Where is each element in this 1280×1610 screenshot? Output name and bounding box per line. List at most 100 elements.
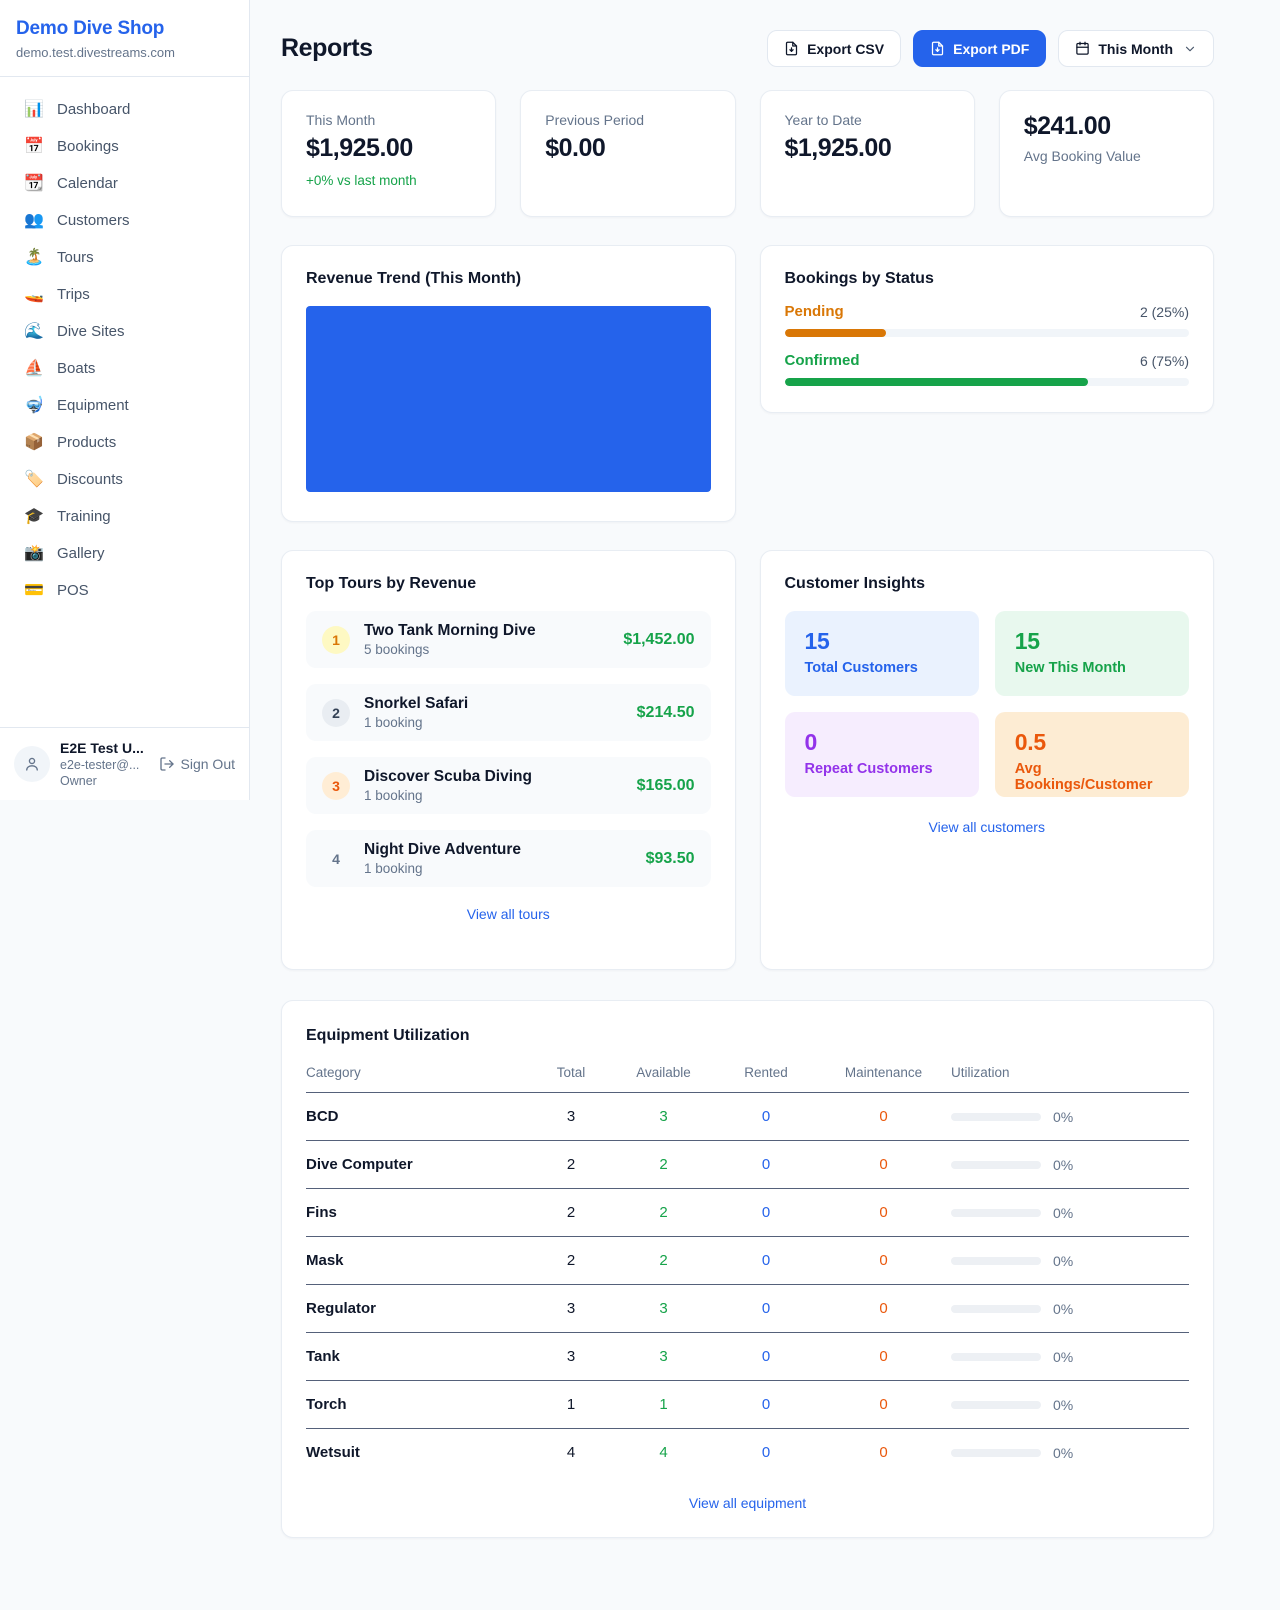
- tile-value: 0.5: [1014, 729, 1046, 755]
- sign-out-icon: [159, 757, 174, 771]
- insight-tile-total-customers: 15 Total Customers: [784, 611, 979, 696]
- equipment-utilization-cell: 0%: [951, 1429, 1189, 1477]
- sidebar-item-label: Dive Sites: [57, 323, 125, 340]
- equipment-utilization-card: Equipment Utilization Category Total Avail…: [281, 1000, 1214, 1538]
- equipment-utilization-cell: 0%: [951, 1284, 1189, 1333]
- sidebar-item-label: Customers: [57, 212, 130, 229]
- sidebar-item-customers[interactable]: 👥 Customers: [12, 202, 237, 239]
- sidebar-item-training[interactable]: 🎓 Training: [12, 498, 237, 535]
- tours-list: 1 Two Tank Morning Dive 5 bookings $1,452.0…: [306, 611, 711, 887]
- period-dropdown[interactable]: This Month: [1058, 30, 1214, 67]
- tour-row-two-tank-morning-dive[interactable]: 1 Two Tank Morning Dive 5 bookings $1,452.0…: [306, 611, 711, 668]
- equipment-available: 3: [611, 1092, 716, 1141]
- sidebar-nav: 📊 Dashboard 📅 Bookings 📆 Calendar 👥 Customers 🏝️…: [0, 77, 249, 727]
- column-header-rented: Rented: [716, 1065, 816, 1093]
- equipment-total: 2: [531, 1140, 611, 1189]
- tour-row-snorkel-safari[interactable]: 2 Snorkel Safari 1 booking $214.50: [306, 684, 711, 741]
- equipment-available: 1: [611, 1380, 716, 1429]
- equipment-category: BCD: [306, 1092, 531, 1141]
- status-line: Confirmed 6 (75%): [785, 352, 1190, 369]
- tour-bookings: 5 bookings: [364, 642, 430, 657]
- equipment-rented: 0: [716, 1188, 816, 1237]
- table-row: Wetsuit 4 4 0 0 0%: [306, 1429, 1189, 1477]
- graduation-cap-icon: 🎓: [24, 507, 44, 525]
- rank-badge: 4: [332, 850, 340, 867]
- table-row: Regulator 3 3 0 0 0%: [306, 1284, 1189, 1333]
- sidebar-item-pos[interactable]: 💳 POS: [12, 572, 237, 609]
- column-header-available: Available: [611, 1065, 716, 1093]
- package-icon: 📦: [24, 433, 44, 451]
- camera-icon: 📸: [24, 544, 44, 562]
- sidebar-item-boats[interactable]: ⛵ Boats: [12, 350, 237, 387]
- tile-label: New This Month: [1014, 660, 1126, 676]
- people-icon: 👥: [24, 211, 44, 229]
- column-header-maintenance: Maintenance: [816, 1065, 951, 1093]
- header-actions: Export CSV Export PDF This Month: [767, 30, 1214, 67]
- equipment-maintenance: 0: [816, 1236, 951, 1285]
- bar-chart-icon: 📊: [24, 100, 44, 118]
- table-row: Tank 3 3 0 0 0%: [306, 1332, 1189, 1381]
- sidebar-item-label: Calendar: [57, 175, 118, 192]
- sidebar-item-discounts[interactable]: 🏷️ Discounts: [12, 461, 237, 498]
- rank-badge: 3: [322, 771, 350, 800]
- avatar: [14, 746, 50, 782]
- rank-badge: 2: [322, 698, 350, 727]
- tour-bookings: 1 booking: [364, 788, 423, 803]
- sidebar-item-calendar[interactable]: 📆 Calendar: [12, 165, 237, 202]
- sign-out-button[interactable]: Sign Out: [159, 756, 235, 772]
- view-all-tours-link[interactable]: View all tours: [466, 906, 550, 922]
- view-all-equipment-link[interactable]: View all equipment: [688, 1495, 807, 1511]
- utilization-bar-track: [951, 1352, 1041, 1361]
- chevron-down-icon: [1185, 46, 1195, 51]
- sidebar-item-dive-sites[interactable]: 🌊 Dive Sites: [12, 313, 237, 350]
- insight-tile-new-this-month: 15 New This Month: [994, 611, 1189, 696]
- customer-insights-card: Customer Insights 15 Total Customers 15 New…: [759, 550, 1214, 970]
- sidebar-item-gallery[interactable]: 📸 Gallery: [12, 535, 237, 572]
- sidebar-item-dashboard[interactable]: 📊 Dashboard: [12, 91, 237, 128]
- insight-tile-repeat-customers: 0 Repeat Customers: [784, 712, 979, 797]
- sidebar-item-label: Dashboard: [57, 101, 131, 118]
- table-row: Mask 2 2 0 0 0%: [306, 1236, 1189, 1285]
- utilization-wrap: 0%: [951, 1253, 1189, 1269]
- sidebar-item-label: Discounts: [57, 471, 123, 488]
- equipment-rented: 0: [716, 1332, 816, 1381]
- utilization-bar-track: [951, 1112, 1041, 1121]
- tour-name: Two Tank Morning Dive: [364, 622, 536, 639]
- insight-tiles: 15 Total Customers 15 New This Month 0 Repeat…: [784, 611, 1189, 797]
- tile-value: 0: [804, 729, 818, 755]
- export-pdf-button[interactable]: Export PDF: [913, 30, 1047, 67]
- utilization-wrap: 0%: [951, 1205, 1189, 1221]
- tile-value: 15: [1014, 628, 1040, 654]
- tour-info: Discover Scuba Diving 1 booking: [364, 768, 623, 803]
- sidebar-item-bookings[interactable]: 📅 Bookings: [12, 128, 237, 165]
- utilization-percent: 0%: [1053, 1444, 1074, 1461]
- equipment-total: 4: [566, 1444, 576, 1461]
- sidebar-item-trips[interactable]: 🚤 Trips: [12, 276, 237, 313]
- period-label: This Month: [1098, 40, 1173, 57]
- status-label: Pending: [784, 303, 844, 320]
- utilization-bar-track: [951, 1448, 1041, 1457]
- tour-revenue: $165.00: [636, 776, 695, 794]
- sidebar-item-products[interactable]: 📦 Products: [12, 424, 237, 461]
- revenue-trend-bar: [306, 306, 711, 492]
- sidebar-item-tours[interactable]: 🏝️ Tours: [12, 239, 237, 276]
- export-csv-button[interactable]: Export CSV: [767, 30, 902, 67]
- stat-card-this-month: This Month $1,925.00 +0% vs last month: [281, 90, 497, 217]
- tour-row-discover-scuba-diving[interactable]: 3 Discover Scuba Diving 1 booking $165.00: [306, 757, 711, 814]
- bookings-by-status-title: Bookings by Status: [784, 270, 934, 287]
- revenue-trend-card: Revenue Trend (This Month): [281, 245, 736, 522]
- stat-label: This Month: [306, 112, 376, 128]
- equipment-rented: 0: [716, 1380, 816, 1429]
- sidebar-item-label: Trips: [57, 286, 90, 303]
- equipment-category: Wetsuit: [306, 1444, 360, 1461]
- equipment-table: Category Total Available Rented Maintenance U…: [306, 1065, 1189, 1476]
- utilization-percent: 0%: [1053, 1300, 1074, 1317]
- view-all-customers-link[interactable]: View all customers: [928, 819, 1045, 835]
- equipment-rented: 0: [761, 1444, 771, 1461]
- column-header-total: Total: [531, 1065, 611, 1093]
- equipment-total: 1: [531, 1380, 611, 1429]
- tour-revenue: $93.50: [645, 849, 695, 867]
- tour-row-night-dive-adventure[interactable]: 4 Night Dive Adventure 1 booking $93.50: [306, 830, 711, 887]
- stats-row: This Month $1,925.00 +0% vs last month Prev…: [281, 90, 1214, 217]
- sidebar-item-equipment[interactable]: 🤿 Equipment: [12, 387, 237, 424]
